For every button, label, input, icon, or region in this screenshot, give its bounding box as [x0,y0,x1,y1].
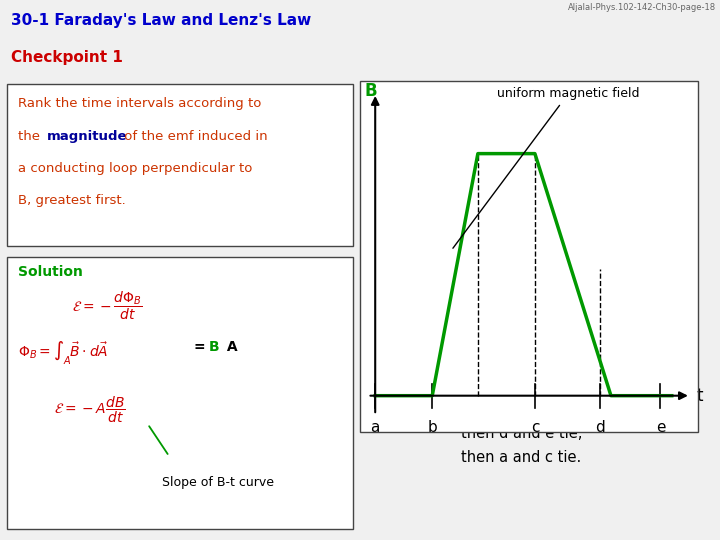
Text: Checkpoint 1: Checkpoint 1 [11,50,122,65]
Text: =: = [194,340,211,354]
Text: e: e [656,420,665,435]
Text: B: B [364,83,377,100]
Text: magnitude: magnitude [47,130,127,143]
Text: the: the [18,130,44,143]
Text: Rank the time intervals according to: Rank the time intervals according to [18,97,261,110]
Text: $\mathcal{E} = -\dfrac{d\Phi_B}{dt}$: $\mathcal{E} = -\dfrac{d\Phi_B}{dt}$ [72,289,143,322]
Text: Solution: Solution [18,265,83,279]
Text: B, greatest first.: B, greatest first. [18,194,126,207]
Text: B: B [209,340,220,354]
Text: c: c [531,420,539,435]
FancyBboxPatch shape [7,256,353,529]
Text: t: t [696,387,703,404]
Text: A: A [222,340,238,354]
Text: Aljalal-Phys.102-142-Ch30-page-18: Aljalal-Phys.102-142-Ch30-page-18 [568,3,716,12]
Text: b: b [428,420,437,435]
FancyBboxPatch shape [7,84,353,246]
Text: uniform magnetic field: uniform magnetic field [453,87,639,248]
Text: $\Phi_B = \int_A \vec{B} \cdot d\vec{A}$: $\Phi_B = \int_A \vec{B} \cdot d\vec{A}$ [18,340,109,367]
Text: a conducting loop perpendicular to: a conducting loop perpendicular to [18,162,253,175]
Text: d: d [595,420,604,435]
Text: of the emf induced in: of the emf induced in [120,130,268,143]
Text: $\mathcal{E} = -A\dfrac{dB}{dt}$: $\mathcal{E} = -A\dfrac{dB}{dt}$ [54,394,125,424]
Text: a: a [371,420,380,435]
Text: 30-1 Faraday's Law and Lenz's Law: 30-1 Faraday's Law and Lenz's Law [11,14,311,29]
Text: Slope of B-t curve: Slope of B-t curve [162,476,274,489]
Text: b,
then d and e tie,
then a and c tie.: b, then d and e tie, then a and c tie. [461,402,582,465]
